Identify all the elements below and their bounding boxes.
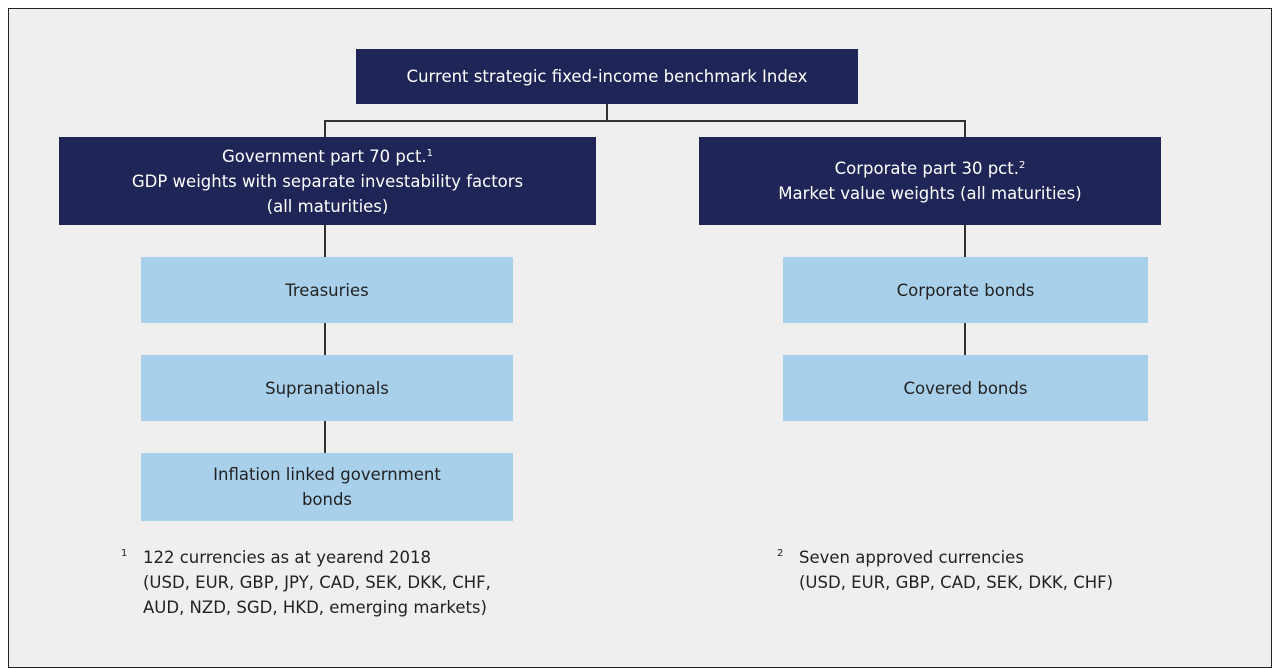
leaf-label: Corporate bonds [896,280,1035,300]
footnote-marker: 2 [777,548,784,559]
branch-header: Government part 70 pct.1 GDP weights with… [59,137,596,225]
leaf-label: Treasuries [285,280,369,300]
footnote-line: AUD, NZD, SGD, HKD, emerging markets) [143,598,487,617]
footnote-ref: 2 [1018,160,1026,171]
header-line-wrap: Government part 70 pct.1 [222,144,433,169]
footnote-line: 122 currencies as at yearend 2018 [143,548,431,567]
leaf-node: Inflation linked government bonds [141,453,513,521]
leaf-label: Covered bonds [903,378,1028,398]
footnote-line: (USD, EUR, GBP, CAD, SEK, DKK, CHF) [799,573,1114,592]
leaf-label: Supranationals [265,378,389,398]
connector [964,225,966,257]
connector [324,120,965,122]
footnote-marker: 1 [121,548,128,559]
leaf-node: Corporate bonds [783,257,1148,323]
header-line: Government part 70 pct. [221,146,427,166]
header-line-wrap: Corporate part 30 pct.2 [835,156,1026,181]
page: Current strategic fixed-income benchmark… [8,8,1272,668]
connector [964,120,966,137]
footnote-line: (USD, EUR, GBP, JPY, CAD, SEK, DKK, CHF, [143,573,491,592]
footnote: 1 122 currencies as at yearend 2018 (USD, … [121,545,491,620]
header-line: (all maturities) [266,196,389,216]
leaf-node: Covered bonds [783,355,1148,421]
footnote-ref: 1 [426,147,434,159]
header-line: GDP weights with separate investability … [131,171,524,191]
connector [324,225,326,257]
leaf-label: bonds [301,490,353,509]
connector [324,120,326,137]
footnote: 2 Seven approved currencies (USD, EUR, GBP… [777,545,1114,595]
connector [606,104,608,121]
root-node: Current strategic fixed-income benchmark… [356,49,858,104]
connector [324,421,326,453]
connector [324,323,326,355]
branch-header: Corporate part 30 pct.2 Market value weig… [699,137,1161,225]
leaf-label: Inflation linked government [213,465,441,484]
diagram: Current strategic fixed-income benchmark… [8,8,1272,668]
header-line: Corporate part 30 pct. [834,159,1019,178]
footnote-line: Seven approved currencies [799,548,1024,567]
connector [964,323,966,355]
leaf-node: Treasuries [141,257,513,323]
header-line: Market value weights (all maturities) [778,184,1082,203]
leaf-node: Supranationals [141,355,513,421]
root-label: Current strategic fixed-income benchmark… [406,67,808,86]
